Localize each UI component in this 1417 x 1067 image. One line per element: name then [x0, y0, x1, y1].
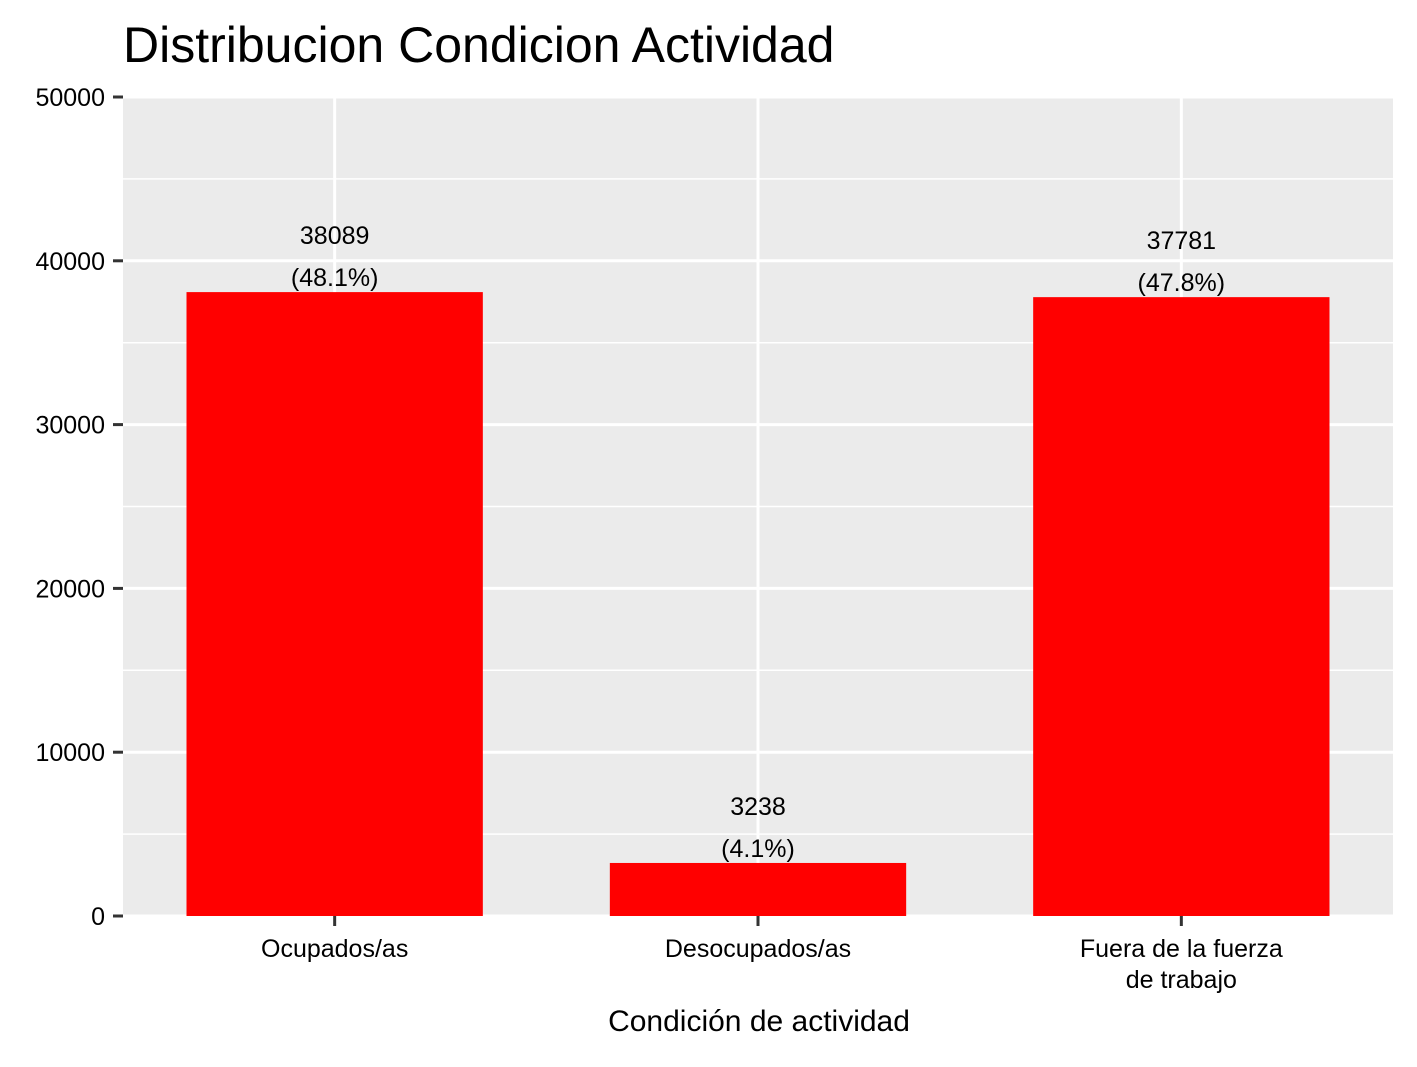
bar	[609, 862, 907, 916]
data-labels: 38089 (48.1%) 3238 (4.1%) 37781 (47.8%)	[291, 222, 1225, 863]
y-tick-label: 40000	[35, 248, 105, 276]
x-axis-title: Condición de actividad	[608, 1005, 910, 1038]
bar-value-label: 37781	[1147, 227, 1217, 255]
x-tick-label: Fuera de la fuerza de trabajo	[1080, 935, 1283, 994]
y-axis: 0 10000 20000 30000 40000 50000	[35, 84, 123, 931]
y-tick-label: 20000	[35, 575, 105, 603]
bar	[1033, 297, 1330, 916]
y-tick-label: 0	[91, 903, 105, 931]
bar-percent-label: (47.8%)	[1138, 269, 1226, 297]
x-tick-label: Desocupados/as	[665, 935, 851, 963]
y-tick-label: 30000	[35, 412, 105, 440]
bars	[186, 292, 1330, 916]
bar-value-label: 38089	[300, 222, 370, 250]
bar-value-label: 3238	[730, 793, 786, 821]
x-axis: Ocupados/as Desocupados/as Fuera de la fue…	[261, 916, 1283, 994]
bar-percent-label: (4.1%)	[721, 835, 795, 863]
chart-title: Distribucion Condicion Actividad	[123, 17, 834, 73]
bar	[186, 292, 483, 916]
bar-percent-label: (48.1%)	[291, 264, 379, 292]
y-tick-label: 10000	[35, 739, 105, 767]
x-tick-label: Ocupados/as	[261, 935, 408, 963]
y-tick-label: 50000	[35, 84, 105, 112]
